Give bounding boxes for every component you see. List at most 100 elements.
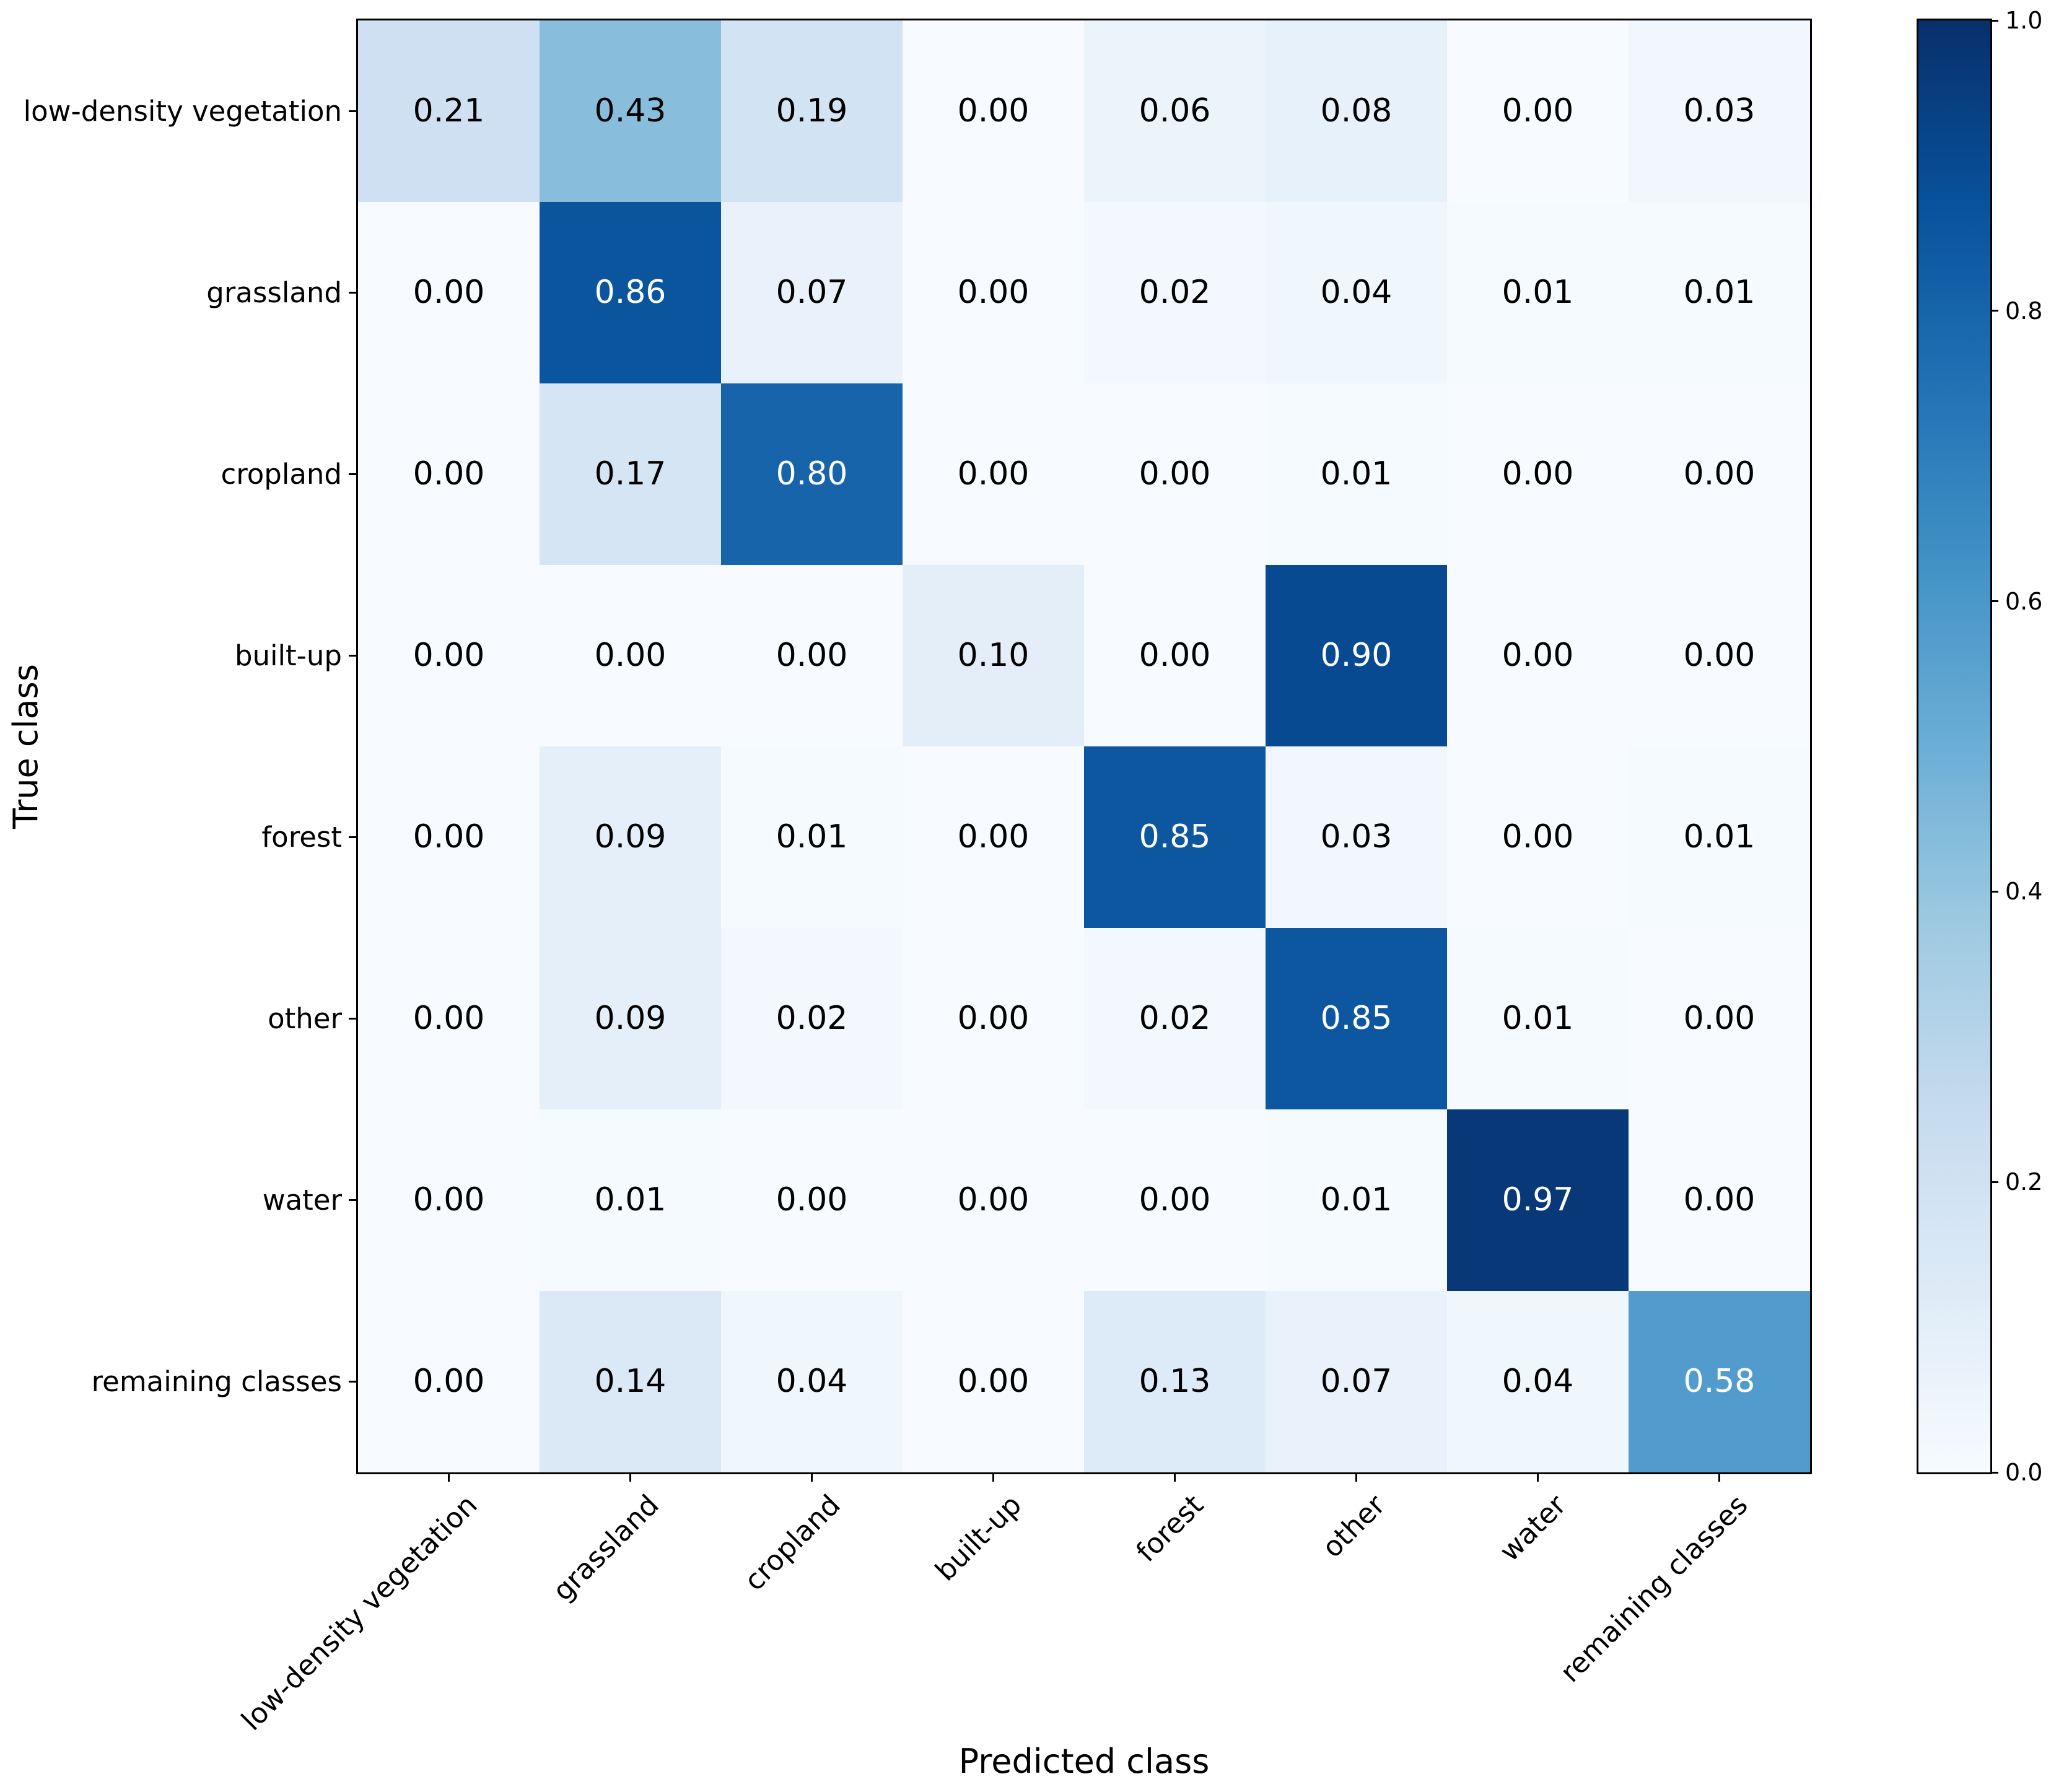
- colorbar-tick-mark: [1990, 1471, 1998, 1474]
- colorbar-tick-label: 0.8: [2005, 297, 2043, 325]
- heatmap-cell: 0.00: [358, 1291, 540, 1472]
- x-tick-label: water: [1493, 1488, 1573, 1568]
- colorbar-tick-mark: [1990, 1181, 1998, 1183]
- heatmap-cell: 0.01: [1447, 202, 1629, 383]
- heatmap-cell: 0.85: [1266, 928, 1447, 1109]
- heatmap-cell: 0.01: [1629, 746, 1810, 928]
- heatmap-cell: 0.07: [721, 202, 903, 383]
- x-tick-label: built-up: [929, 1488, 1028, 1588]
- heatmap-cell: 0.00: [903, 1291, 1084, 1472]
- colorbar-tick-label: 1.0: [2005, 7, 2043, 34]
- x-tick-mark: [448, 1474, 450, 1482]
- heatmap-cell: 0.00: [721, 565, 903, 746]
- x-tick-mark: [629, 1474, 631, 1482]
- heatmap-cell: 0.00: [1629, 1109, 1810, 1291]
- y-tick-label: low-density vegetation: [23, 94, 342, 128]
- heatmap-axes: 0.21 0.43 0.19 0.00 0.06 0.08 0.00 0.03 0.00 0.86…: [356, 19, 1812, 1474]
- heatmap-cell: 0.00: [358, 928, 540, 1109]
- heatmap-cell: 0.21: [358, 20, 540, 202]
- heatmap-cell: 0.00: [1629, 928, 1810, 1109]
- x-tick-label: grassland: [546, 1488, 665, 1607]
- heatmap-cell: 0.01: [1266, 1109, 1447, 1291]
- colorbar-tick-mark: [1990, 890, 1998, 893]
- heatmap-cell: 0.07: [1266, 1291, 1447, 1472]
- heatmap-cell: 0.00: [1447, 565, 1629, 746]
- heatmap-cell: 0.86: [540, 202, 721, 383]
- y-tick-mark: [349, 655, 356, 657]
- x-tick-label: forest: [1129, 1488, 1210, 1568]
- heatmap-cell: 0.17: [540, 383, 721, 565]
- heatmap-cell: 0.01: [540, 1109, 721, 1291]
- colorbar-tick-label: 0.2: [2005, 1168, 2043, 1196]
- y-tick-label: remaining classes: [91, 1365, 342, 1398]
- heatmap-cell: 0.00: [903, 383, 1084, 565]
- heatmap-cell: 0.00: [903, 202, 1084, 383]
- x-tick-mark: [1355, 1474, 1357, 1482]
- heatmap-cell: 0.09: [540, 928, 721, 1109]
- y-tick-label: grassland: [206, 276, 342, 309]
- y-tick-mark: [349, 1199, 356, 1201]
- heatmap-cell: 0.85: [1084, 746, 1266, 928]
- heatmap-cell: 0.02: [721, 928, 903, 1109]
- x-axis-title: Predicted class: [958, 1742, 1210, 1781]
- colorbar-tick-label: 0.6: [2005, 587, 2043, 615]
- colorbar-tick-mark: [1990, 310, 1998, 312]
- heatmap-cell: 0.08: [1266, 20, 1447, 202]
- y-tick-label: cropland: [221, 457, 342, 491]
- y-tick-mark: [349, 110, 356, 112]
- colorbar-tick-label: 0.4: [2005, 878, 2043, 906]
- heatmap-cell: 0.01: [1629, 202, 1810, 383]
- heatmap-cell: 0.02: [1084, 928, 1266, 1109]
- y-tick-label: other: [268, 1002, 342, 1035]
- heatmap-cell: 0.90: [1266, 565, 1447, 746]
- heatmap-cell: 0.58: [1629, 1291, 1810, 1472]
- heatmap-cell: 0.13: [1084, 1291, 1266, 1472]
- y-tick-mark: [349, 836, 356, 838]
- heatmap-cell: 0.00: [358, 383, 540, 565]
- heatmap-cell: 0.00: [903, 1109, 1084, 1291]
- heatmap-cell: 0.09: [540, 746, 721, 928]
- heatmap-cell: 0.00: [1447, 383, 1629, 565]
- heatmap-cell: 0.00: [721, 1109, 903, 1291]
- heatmap-cell: 0.19: [721, 20, 903, 202]
- heatmap-cell: 0.00: [358, 1109, 540, 1291]
- colorbar-tick-mark: [1990, 19, 1998, 22]
- heatmap-cell: 0.00: [1447, 746, 1629, 928]
- y-axis-title: True class: [6, 664, 45, 829]
- heatmap-cell: 0.03: [1266, 746, 1447, 928]
- heatmap-cell: 0.00: [1084, 565, 1266, 746]
- heatmap-cell: 0.00: [903, 746, 1084, 928]
- heatmap-cell: 0.97: [1447, 1109, 1629, 1291]
- y-tick-mark: [349, 292, 356, 294]
- x-tick-label: low-density vegetation: [235, 1488, 484, 1737]
- x-tick-label: other: [1315, 1488, 1391, 1564]
- heatmap-cell: 0.00: [1084, 383, 1266, 565]
- heatmap-grid: 0.21 0.43 0.19 0.00 0.06 0.08 0.00 0.03 0.00 0.86…: [358, 20, 1810, 1472]
- x-tick-mark: [811, 1474, 813, 1482]
- heatmap-cell: 0.43: [540, 20, 721, 202]
- heatmap-cell: 0.00: [358, 565, 540, 746]
- heatmap-cell: 0.00: [903, 928, 1084, 1109]
- heatmap-cell: 0.80: [721, 383, 903, 565]
- heatmap-cell: 0.01: [721, 746, 903, 928]
- y-tick-label: water: [262, 1183, 342, 1217]
- colorbar-tick-label: 0.0: [2005, 1459, 2043, 1486]
- x-tick-mark: [1537, 1474, 1539, 1482]
- heatmap-cell: 0.02: [1084, 202, 1266, 383]
- heatmap-cell: 0.00: [1629, 383, 1810, 565]
- heatmap-cell: 0.01: [1447, 928, 1629, 1109]
- x-tick-label: cropland: [737, 1488, 847, 1598]
- heatmap-cell: 0.00: [1447, 20, 1629, 202]
- colorbar-tick-mark: [1990, 600, 1998, 603]
- heatmap-cell: 0.04: [721, 1291, 903, 1472]
- y-tick-mark: [349, 473, 356, 475]
- heatmap-cell: 0.00: [358, 202, 540, 383]
- heatmap-cell: 0.10: [903, 565, 1084, 746]
- x-tick-label: remaining classes: [1554, 1488, 1754, 1689]
- heatmap-cell: 0.00: [358, 746, 540, 928]
- heatmap-cell: 0.06: [1084, 20, 1266, 202]
- colorbar: [1917, 19, 1992, 1474]
- heatmap-cell: 0.14: [540, 1291, 721, 1472]
- heatmap-cell: 0.01: [1266, 383, 1447, 565]
